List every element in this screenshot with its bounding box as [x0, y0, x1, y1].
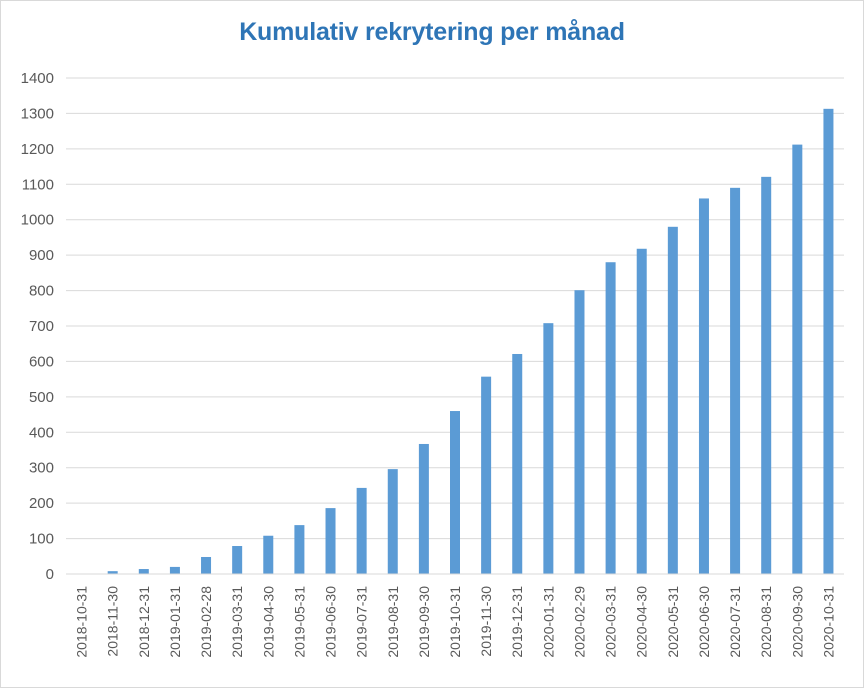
x-tick-label: 2020-05-31 [665, 586, 681, 658]
bar-2019-06-30 [325, 508, 336, 574]
bar-2020-03-31 [605, 262, 616, 574]
x-tick-label: 2020-08-31 [758, 586, 774, 658]
bar-2020-09-30 [792, 144, 803, 574]
x-tick-label: 2019-05-31 [291, 586, 307, 658]
x-tick-label: 2020-01-31 [540, 586, 556, 658]
x-tick-label: 2019-02-28 [198, 586, 214, 658]
y-tick-label: 300 [29, 460, 54, 477]
bar-2019-04-30 [263, 535, 274, 574]
bar-2019-08-31 [387, 469, 398, 574]
bar-2019-07-31 [356, 487, 367, 574]
x-tick-labels: 2018-10-31 2018-11-30 2018-12-31 2019-01-31… [74, 586, 837, 658]
bar-2020-05-31 [667, 226, 678, 575]
y-tick-label: 400 [29, 424, 54, 441]
bar-2018-12-31 [138, 569, 149, 574]
y-tick-label: 900 [29, 247, 54, 264]
y-tick-label: 1100 [22, 176, 54, 193]
x-tick-label: 2019-06-30 [323, 586, 339, 658]
x-tick-label: 2018-10-31 [74, 586, 90, 658]
chart-title: Kumulativ rekrytering per månad [239, 18, 625, 46]
x-tick-label: 2019-04-30 [260, 586, 276, 658]
bar-2019-10-31 [450, 411, 460, 574]
bar-2020-04-30 [636, 248, 647, 574]
x-tick-label: 2020-03-31 [603, 586, 619, 658]
x-tick-label: 2020-02-29 [571, 586, 587, 658]
x-tick-label: 2019-11-30 [478, 586, 494, 657]
bar-2018-11-30 [107, 571, 118, 574]
x-tick-label: 2019-10-31 [447, 586, 463, 658]
bars [107, 108, 834, 575]
y-tick-label: 1000 [21, 212, 54, 229]
bar-2019-12-31 [512, 353, 523, 574]
y-tick-label: 1300 [21, 105, 54, 122]
bar-2019-09-30 [418, 443, 429, 574]
bar-2019-11-30 [481, 376, 492, 574]
x-tick-label: 2020-09-30 [789, 586, 805, 658]
y-tick-label: 1200 [21, 141, 54, 158]
bar-2019-05-31 [294, 525, 305, 574]
bar-2020-06-30 [698, 198, 709, 574]
bar-2020-10-31 [823, 108, 834, 574]
x-tick-label: 2019-09-30 [416, 586, 432, 658]
x-tick-label: 2020-06-30 [696, 586, 712, 658]
gridlines [66, 77, 844, 540]
y-tick-label: 800 [29, 283, 54, 300]
bar-2019-02-28 [201, 556, 212, 574]
x-tick-label: 2019-07-31 [354, 586, 370, 658]
x-tick-label: 2019-12-31 [509, 586, 525, 658]
y-tick-label: 500 [29, 389, 54, 406]
bar-2020-07-31 [730, 187, 741, 575]
y-tick-label: 1400 [21, 70, 54, 87]
x-tick-label: 2019-03-31 [229, 586, 245, 658]
x-tick-label: 2019-08-31 [385, 586, 401, 658]
y-tick-label: 600 [29, 353, 54, 370]
y-tick-label: 100 [29, 531, 54, 548]
bar-2020-02-29 [574, 290, 585, 574]
y-tick-label: 200 [29, 495, 54, 512]
x-tick-label: 2018-11-30 [105, 586, 121, 657]
bar-2020-01-31 [543, 323, 554, 574]
y-tick-label: 700 [29, 318, 54, 335]
bar-2019-01-31 [169, 566, 180, 574]
bar-2019-03-31 [232, 546, 243, 574]
y-tick-labels: 0 100 200 300 400 500 600 700 800 900 1000 1100 1200… [21, 70, 54, 583]
y-tick-label: 0 [46, 566, 54, 583]
x-tick-label: 2018-12-31 [136, 586, 152, 658]
x-tick-label: 2020-04-30 [634, 586, 650, 658]
x-tick-label: 2020-10-31 [820, 586, 836, 658]
x-tick-label: 2019-01-31 [167, 586, 183, 658]
bar-2020-08-31 [761, 176, 772, 575]
x-tick-label: 2020-07-31 [727, 586, 743, 658]
